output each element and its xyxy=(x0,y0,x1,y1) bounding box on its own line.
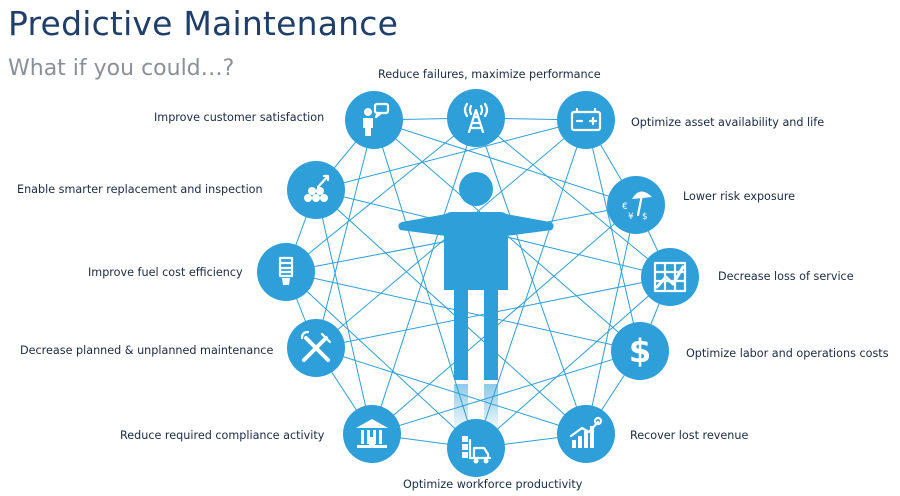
dollar-icon: $ xyxy=(629,332,651,370)
connection-line xyxy=(315,189,373,435)
benefit-node-9 xyxy=(287,319,345,377)
chart-decline-icon xyxy=(653,261,687,293)
connection-line xyxy=(285,117,477,273)
benefit-label-10: Improve fuel cost efficiency xyxy=(88,266,243,279)
node-disc xyxy=(343,405,401,463)
node-disc xyxy=(287,161,345,219)
connection-line xyxy=(373,119,637,206)
tower-icon xyxy=(463,102,489,134)
benefit-label-3: Lower risk exposure xyxy=(683,190,796,203)
benefit-node-7 xyxy=(447,419,505,477)
tools-icon xyxy=(300,330,332,362)
node-disc xyxy=(607,176,665,234)
benefit-node-6 xyxy=(557,405,615,463)
benefit-label-4: Decrease loss of service xyxy=(718,270,854,283)
node-disc xyxy=(345,91,403,149)
bank-icon xyxy=(356,419,388,448)
battery-icon xyxy=(570,107,602,132)
benefit-label-2: Optimize asset availability and life xyxy=(631,116,825,129)
connection-line xyxy=(475,276,671,449)
molecule-icon xyxy=(304,174,330,202)
node-disc xyxy=(611,322,669,380)
node-disc xyxy=(641,248,699,306)
benefit-label-5: Optimize labor and operations costs xyxy=(686,347,889,360)
benefit-node-5: $ xyxy=(611,322,669,380)
benefit-label-6: Recover lost revenue xyxy=(630,429,749,442)
connection-line xyxy=(285,271,477,449)
benefit-label-7: Optimize workforce productivity xyxy=(403,478,583,491)
connection-line xyxy=(371,117,477,435)
benefit-label-1: Reduce failures, maximize performance xyxy=(378,68,601,81)
svg-text:$: $ xyxy=(642,212,648,222)
benefit-node-2 xyxy=(557,91,615,149)
benefit-node-12 xyxy=(345,91,403,149)
benefit-node-3: €¥ $ xyxy=(607,176,665,234)
connection-line xyxy=(475,117,587,435)
umbrella-currency-icon: €¥ $ xyxy=(622,191,652,222)
connection-line xyxy=(315,119,587,191)
connection-line xyxy=(585,119,641,352)
page-subtitle: What if you could…? xyxy=(8,56,235,81)
central-person-figure xyxy=(398,172,554,436)
growth-chart-icon xyxy=(569,416,603,448)
svg-text:¥: ¥ xyxy=(628,212,634,222)
connection-line xyxy=(315,119,375,349)
svg-text:€: € xyxy=(622,202,628,212)
benefit-label-9: Decrease planned & unplanned maintenance xyxy=(20,344,274,357)
connection-line xyxy=(315,189,587,435)
benefit-node-11 xyxy=(287,161,345,219)
benefit-node-1 xyxy=(447,89,505,147)
connection-line xyxy=(475,117,671,278)
benefit-label-11: Enable smarter replacement and inspectio… xyxy=(17,183,263,196)
forklift-icon xyxy=(462,436,492,464)
person-speech-icon xyxy=(363,102,390,136)
benefit-node-4 xyxy=(641,248,699,306)
connection-line xyxy=(315,347,587,435)
connection-line xyxy=(371,204,637,435)
benefit-label-12: Improve customer satisfaction xyxy=(154,111,325,124)
svg-text:$: $ xyxy=(629,332,651,370)
benefit-label-8: Reduce required compliance activity xyxy=(120,429,325,442)
connection-line xyxy=(585,204,637,435)
node-disc xyxy=(557,91,615,149)
connection-line xyxy=(371,350,641,435)
benefit-node-8 xyxy=(343,405,401,463)
page-title: Predictive Maintenance xyxy=(8,4,399,43)
lightbulb-icon xyxy=(278,256,294,285)
benefit-node-10 xyxy=(257,243,315,301)
